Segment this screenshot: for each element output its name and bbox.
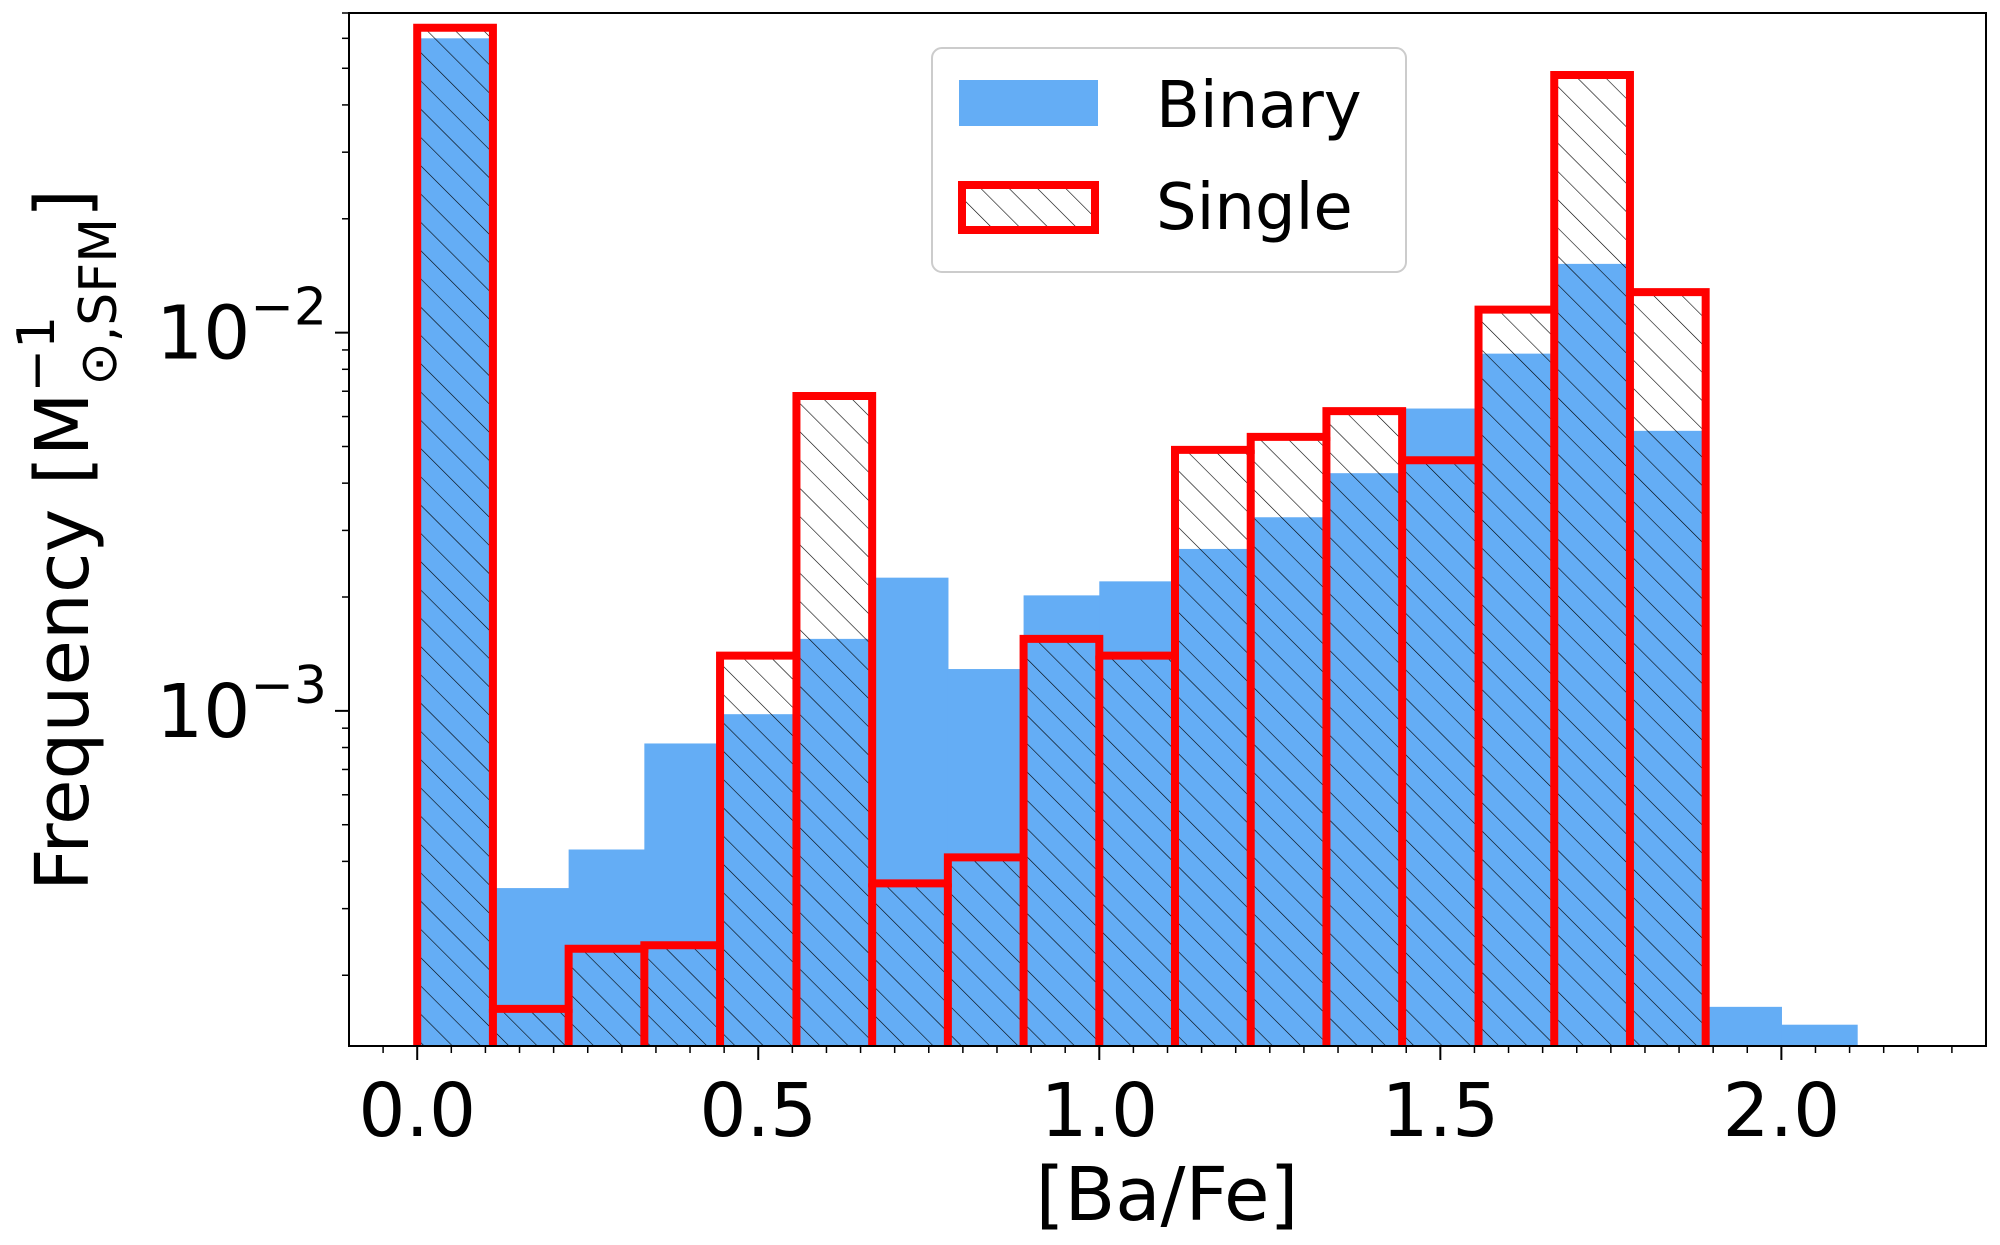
single-bar-hatch xyxy=(1023,638,1100,1046)
y-tick-label: 10−2 xyxy=(156,278,327,377)
y-axis-label-superscript: −1 xyxy=(7,316,67,393)
x-tick-label: 2.0 xyxy=(1723,1068,1841,1154)
legend-swatch-single-hatch xyxy=(962,185,1095,230)
x-tick-label: 1.5 xyxy=(1381,1068,1499,1154)
x-axis-label: [Ba/Fe] xyxy=(1036,1152,1299,1238)
single-bar-hatch xyxy=(872,883,948,1046)
y-axis: 10−2 10−3 xyxy=(156,12,349,976)
single-bar-hatch xyxy=(1175,449,1251,1046)
single-series xyxy=(413,23,1710,1046)
x-tick-label: 1.0 xyxy=(1040,1068,1158,1154)
y-axis-label-prefix: Frequency [M xyxy=(20,392,106,891)
single-bar-hatch xyxy=(568,948,645,1046)
x-axis: 0.0 0.5 1.0 1.5 2.0 xyxy=(358,1046,1953,1154)
binary-bar xyxy=(1781,1024,1858,1046)
single-bar-hatch xyxy=(1478,309,1555,1046)
single-bar-hatch xyxy=(720,655,797,1046)
y-tick-label: 10−3 xyxy=(156,656,327,755)
y-axis-label-subscript: ⊙,SFM xyxy=(69,218,129,386)
single-bar-hatch xyxy=(417,27,493,1046)
single-bar-hatch xyxy=(1326,411,1403,1046)
x-tick-label: 0.0 xyxy=(358,1068,476,1154)
single-bar-hatch xyxy=(1554,74,1630,1046)
single-bar-hatch xyxy=(1629,292,1706,1046)
single-bar-hatch xyxy=(492,1008,569,1046)
binary-bar xyxy=(1705,1006,1782,1046)
single-step-outline xyxy=(413,23,1710,1046)
legend-label-binary: Binary xyxy=(1156,69,1362,143)
single-bar-hatch xyxy=(1250,436,1327,1046)
y-axis-label: Frequency [M−1⊙,SFM] xyxy=(7,189,129,891)
legend-label-single: Single xyxy=(1156,171,1353,245)
x-tick-label: 0.5 xyxy=(699,1068,817,1154)
legend-swatch-binary xyxy=(959,80,1098,126)
single-bar-hatch xyxy=(644,945,721,1046)
single-bar-hatch xyxy=(796,395,873,1046)
single-bar-hatch xyxy=(1402,460,1479,1046)
y-axis-label-suffix: ] xyxy=(20,189,106,218)
legend-swatch-single xyxy=(958,181,1099,234)
single-bar-hatch xyxy=(947,857,1024,1046)
single-bar-hatch xyxy=(1099,655,1176,1046)
legend: Binary Single xyxy=(931,47,1407,273)
